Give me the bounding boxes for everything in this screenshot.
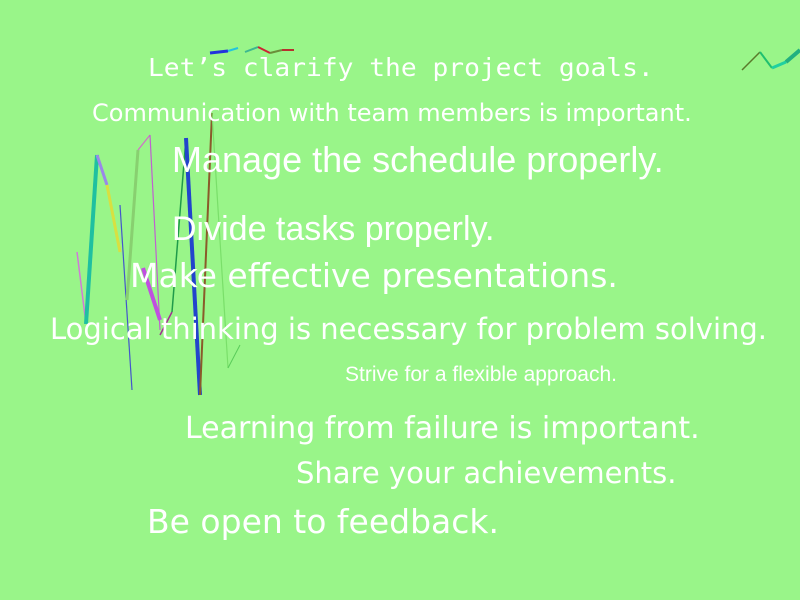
failure-text: Learning from failure is important. [185,414,700,444]
communication-text: Communication with team members is impor… [92,101,692,125]
feedback-text: Be open to feedback. [147,505,499,538]
flexible-text: Strive for a flexible approach. [345,364,617,385]
divide-text: Divide tasks properly. [172,212,495,246]
goals-text: Let’s clarify the project goals. [148,55,654,80]
presentations-text: Make effective presentations. [130,259,618,292]
corner-scribble [742,50,800,70]
schedule-text: Manage the schedule properly. [172,142,664,178]
logical-text: Logical thinking is necessary for proble… [50,315,767,344]
share-text: Share your achievements. [296,459,677,488]
